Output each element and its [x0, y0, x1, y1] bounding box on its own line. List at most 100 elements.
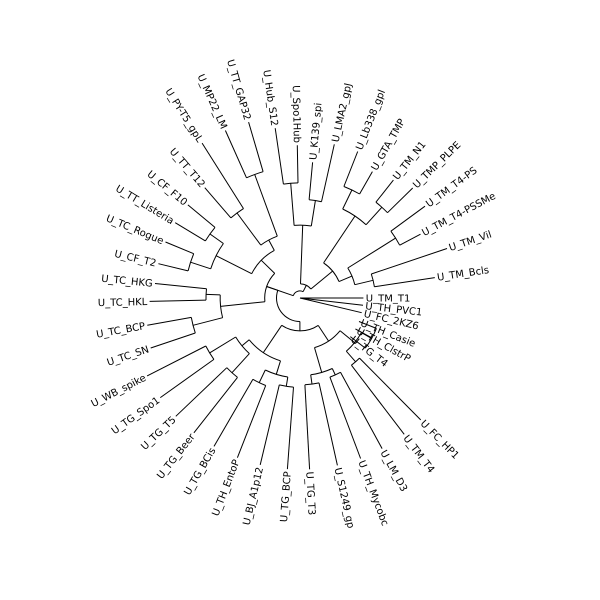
internal-branch: [331, 368, 336, 376]
internal-branch: [317, 325, 330, 342]
internal-branch: [209, 233, 224, 244]
leaf-label: U_S1249_gp: [332, 467, 356, 530]
leaf-branch: [304, 384, 311, 470]
leaf-label: U_TC_HKL: [98, 297, 148, 309]
leaf-label: U_TC_BCP: [95, 321, 146, 341]
internal-branch: [323, 215, 356, 264]
internal-branch: [300, 225, 304, 284]
leaf-branch: [371, 248, 448, 275]
internal-branch: [310, 374, 313, 385]
internal-branch: [290, 183, 295, 226]
internal-branch: [266, 286, 294, 297]
leaf-branch: [390, 205, 426, 232]
leaf-label: U_TM_T4: [400, 433, 436, 475]
leaf-branch: [224, 130, 247, 179]
leaf-branch: [374, 277, 435, 288]
leaf-branch: [375, 179, 394, 203]
internal-branch: [365, 206, 383, 226]
leaf-label: U_TG_BCP: [279, 471, 294, 523]
leaf-label: U_LMA2_gpJ: [331, 82, 355, 143]
internal-branch: [209, 336, 236, 354]
branch-arc: [276, 290, 300, 322]
leaf-branch: [158, 263, 189, 272]
internal-branch: [310, 200, 316, 227]
internal-branch: [241, 339, 250, 347]
leaf-branch: [175, 367, 228, 417]
internal-branch: [262, 325, 283, 353]
internal-branch: [231, 353, 250, 374]
leaf-branch: [321, 144, 335, 202]
tree-branches: [146, 121, 448, 470]
leaf-label: U_TT_T12: [167, 146, 207, 190]
leaf-label: U_CF_T2: [113, 249, 157, 270]
leaf-branch: [150, 332, 196, 349]
internal-branch: [338, 275, 353, 283]
internal-branch: [345, 350, 356, 363]
leaf-branch: [146, 345, 207, 377]
leaf-branch: [308, 162, 314, 200]
internal-branch: [258, 369, 266, 383]
internal-branch: [361, 332, 372, 339]
internal-branch: [215, 255, 252, 275]
branch-arc: [246, 171, 264, 179]
internal-branch: [314, 347, 323, 373]
internal-branch: [268, 239, 275, 251]
leaf-label: U_TC_HKG: [101, 274, 153, 290]
leaf-branch: [236, 385, 267, 458]
leaf-branch: [299, 297, 362, 314]
leaf-label: U_TG_T5: [139, 415, 178, 453]
internal-branch: [236, 212, 262, 246]
leaf-branch: [165, 241, 194, 255]
leaf-branch: [259, 384, 280, 466]
leaf-branch: [296, 145, 299, 183]
internal-branch: [302, 285, 307, 292]
internal-branch: [342, 189, 353, 210]
leaf-label: U_LM_D3: [377, 449, 408, 494]
leaf-branch: [286, 387, 294, 470]
leaf-label: U_MP22_LM: [195, 73, 229, 131]
leaf-label: U_TT_GAP32: [224, 58, 252, 121]
leaf-branch: [193, 377, 238, 434]
internal-branch: [310, 270, 333, 290]
leaf-branch: [154, 283, 207, 290]
leaf-branch: [351, 364, 405, 435]
internal-branch: [347, 237, 396, 269]
leaf-branch: [343, 151, 359, 187]
leaf-branch: [329, 376, 362, 459]
leaf-branch: [340, 372, 383, 449]
leaf-label: U_TH_EntoP: [211, 458, 243, 518]
leaf-label: U_TM_T1: [366, 294, 411, 305]
leaf-branch: [174, 222, 206, 242]
leaf-label: U_BJ_A1p12: [242, 466, 266, 526]
internal-branch: [285, 376, 289, 387]
leaf-label: U_TM_Bcls: [436, 265, 489, 284]
leaf-branch: [387, 187, 414, 214]
leaf-label: U_TH_Mycobc: [355, 459, 390, 527]
leaf-label: U_WB_spike: [90, 373, 148, 410]
internal-branch: [354, 279, 374, 286]
leaf-branch: [248, 121, 264, 172]
leaf-branch: [359, 171, 373, 195]
branch-arc: [251, 249, 275, 274]
leaf-branch: [160, 358, 215, 399]
internal-branch: [190, 261, 211, 270]
branch-arc: [204, 227, 216, 242]
leaf-branch: [299, 297, 364, 306]
leaf-branch: [213, 379, 254, 447]
leaf-label: U_TG_BCis: [182, 446, 218, 497]
leaf-branch: [147, 316, 192, 326]
internal-branch: [206, 293, 221, 296]
internal-branch: [275, 360, 281, 375]
internal-branch: [254, 174, 278, 237]
leaf-branch: [349, 336, 366, 349]
leaf-branch: [358, 321, 377, 329]
leaf-branch: [149, 299, 207, 302]
internal-branch: [220, 301, 265, 307]
leaf-branch: [399, 233, 421, 246]
internal-branch: [260, 259, 276, 274]
branch-arc: [260, 235, 278, 246]
leaf-label: U_PY-T5_gpL: [162, 87, 204, 145]
leaf-label: U_K139_spi: [308, 102, 324, 160]
leaf-label: U_TC_SN: [106, 344, 151, 368]
